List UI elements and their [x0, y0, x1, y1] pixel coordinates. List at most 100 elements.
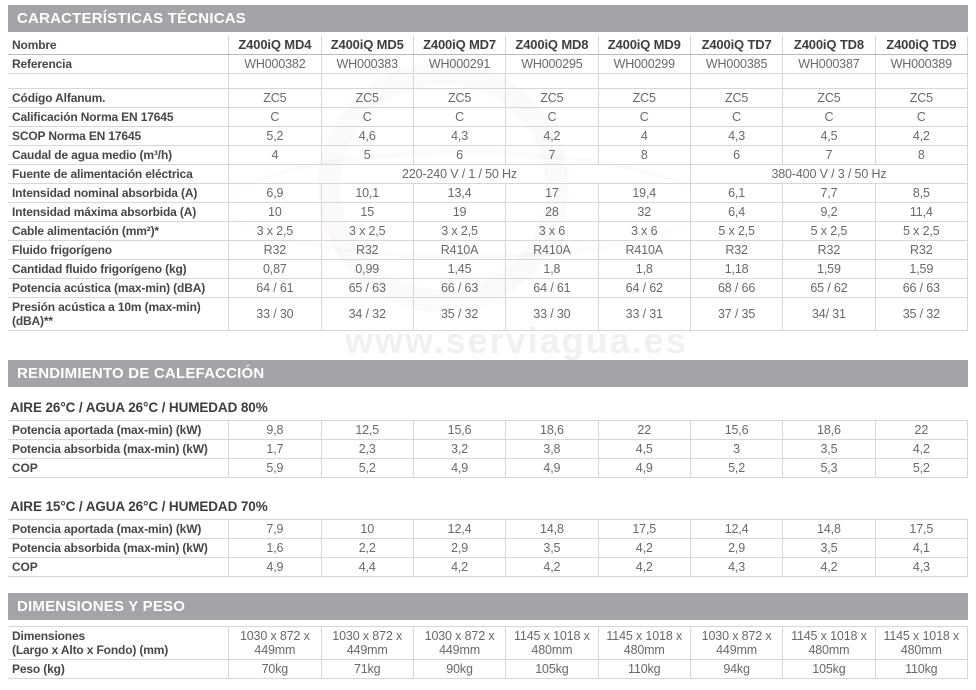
spec-value: 1,8	[597, 259, 691, 279]
spec-value	[874, 73, 969, 89]
spec-value: 4,2	[597, 538, 691, 558]
row-label: Referencia	[8, 54, 229, 74]
spec-value: 2,2	[320, 538, 414, 558]
spec-value: 66 / 63	[874, 278, 969, 298]
section-title-caracteristicas: CARACTERÍSTICAS TÉCNICAS	[8, 5, 968, 32]
section-title-dimensiones: DIMENSIONES Y PESO	[8, 593, 968, 620]
section-title-rendimiento: RENDIMIENTO DE CALEFACCIÓN	[8, 360, 968, 387]
table-row: Intensidad nominal absorbida (A) 6,9 10,1 1…	[8, 183, 969, 203]
spec-value: 6,1	[689, 183, 783, 203]
spec-value: 35 / 32	[874, 297, 969, 331]
row-label: COP	[8, 458, 229, 478]
model-column-header: Z400iQ MD8	[505, 36, 599, 55]
spec-value	[782, 73, 876, 89]
spec-value: R410A	[412, 240, 506, 260]
spec-value: 35 / 32	[412, 297, 506, 331]
table-row: Fuente de alimentación eléctrica 220-240 …	[8, 164, 969, 184]
spec-value	[689, 73, 783, 89]
spec-value: 5,2	[320, 458, 414, 478]
spec-value: C	[874, 107, 969, 127]
spec-value: 1030 x 872 x 449mm	[320, 626, 414, 660]
spec-value: 5	[320, 145, 414, 165]
spec-value: 12,5	[320, 420, 414, 440]
spec-value: ZC5	[505, 88, 599, 108]
spec-value: 3 x 6	[505, 221, 599, 241]
spec-value: 4,4	[320, 557, 414, 577]
spec-value: ZC5	[782, 88, 876, 108]
spec-value: 4	[228, 145, 322, 165]
spec-value: R32	[320, 240, 414, 260]
caracteristicas-table: Nombre Z400iQ MD4 Z400iQ MD5 Z400iQ MD7 Z400…	[8, 36, 969, 331]
spec-value: 4,9	[597, 458, 691, 478]
spec-value: 5 x 2,5	[874, 221, 969, 241]
spec-value: 15	[320, 202, 414, 222]
spec-value: 66 / 63	[412, 278, 506, 298]
spec-value: 3 x 6	[597, 221, 691, 241]
spec-value: 5,3	[782, 458, 876, 478]
spec-value: 12,4	[689, 519, 783, 539]
spec-value: 110kg	[874, 659, 969, 679]
spec-value: 4,2	[412, 557, 506, 577]
row-label: COP	[8, 557, 229, 577]
model-column-header: Z400iQ MD9	[597, 36, 691, 55]
spec-value: 90kg	[412, 659, 506, 679]
row-label: Dimensiones (Largo x Alto x Fondo) (mm)	[8, 626, 229, 660]
spec-value: 8	[874, 145, 969, 165]
spec-value: 6,9	[228, 183, 322, 203]
spec-value: 3 x 2,5	[320, 221, 414, 241]
row-label: Potencia acústica (max-min) (dBA)	[8, 278, 229, 298]
spec-value: 4,6	[320, 126, 414, 146]
spec-value: 4,2	[505, 557, 599, 577]
spec-value: ZC5	[320, 88, 414, 108]
spec-value: 14,8	[782, 519, 876, 539]
spec-value	[320, 73, 414, 89]
spec-value: 1,59	[874, 259, 969, 279]
spec-value: 1,18	[689, 259, 783, 279]
spec-value: WH000291	[412, 54, 506, 74]
spec-value: 33 / 30	[228, 297, 322, 331]
spec-value: 3,5	[782, 538, 876, 558]
row-label: Potencia absorbida (max-min) (kW)	[8, 538, 229, 558]
spec-value: 1145 x 1018 x 480mm	[874, 626, 969, 660]
spec-value: 105kg	[782, 659, 876, 679]
spec-value: WH000295	[505, 54, 599, 74]
table-row: Potencia absorbida (max-min) (kW) 1,6 2,2 2…	[8, 538, 969, 558]
spec-value: 11,4	[874, 202, 969, 222]
spec-value: 7	[505, 145, 599, 165]
spec-value: 68 / 66	[689, 278, 783, 298]
spec-value: ZC5	[228, 88, 322, 108]
model-column-header: Z400iQ MD5	[320, 36, 414, 55]
spec-value: 4,3	[874, 557, 969, 577]
spec-value: 10	[228, 202, 322, 222]
spec-value: 8	[597, 145, 691, 165]
spec-value: 28	[505, 202, 599, 222]
spec-value: 64 / 61	[228, 278, 322, 298]
spec-value: 4,2	[782, 557, 876, 577]
spec-value: C	[412, 107, 506, 127]
table-row: Potencia aportada (max-min) (kW) 7,9 10 12,…	[8, 519, 969, 539]
spec-value-span: 380-400 V / 3 / 50 Hz	[689, 164, 969, 184]
spec-value: 34/ 31	[782, 297, 876, 331]
spec-value: 4	[597, 126, 691, 146]
table-row: Potencia absorbida (max-min) (kW) 1,7 2,3 3…	[8, 439, 969, 459]
spec-value: 7,9	[228, 519, 322, 539]
spec-value: R410A	[505, 240, 599, 260]
row-label: SCOP Norma EN 17645	[8, 126, 229, 146]
spec-value: WH000385	[689, 54, 783, 74]
spec-value: 10	[320, 519, 414, 539]
spec-value: 33 / 30	[505, 297, 599, 331]
spec-value: 5 x 2,5	[782, 221, 876, 241]
spec-value: 2,9	[689, 538, 783, 558]
spec-value: 32	[597, 202, 691, 222]
spec-value: 10,1	[320, 183, 414, 203]
spec-value: 33 / 31	[597, 297, 691, 331]
spec-value: 70kg	[228, 659, 322, 679]
spec-value: 6,4	[689, 202, 783, 222]
spec-value: 22	[874, 420, 969, 440]
spec-value: 22	[597, 420, 691, 440]
spec-value: 18,6	[782, 420, 876, 440]
spec-value: 5,2	[689, 458, 783, 478]
spec-value: 65 / 63	[320, 278, 414, 298]
model-column-header: Z400iQ TD8	[782, 36, 876, 55]
row-label: Fuente de alimentación eléctrica	[8, 164, 229, 184]
